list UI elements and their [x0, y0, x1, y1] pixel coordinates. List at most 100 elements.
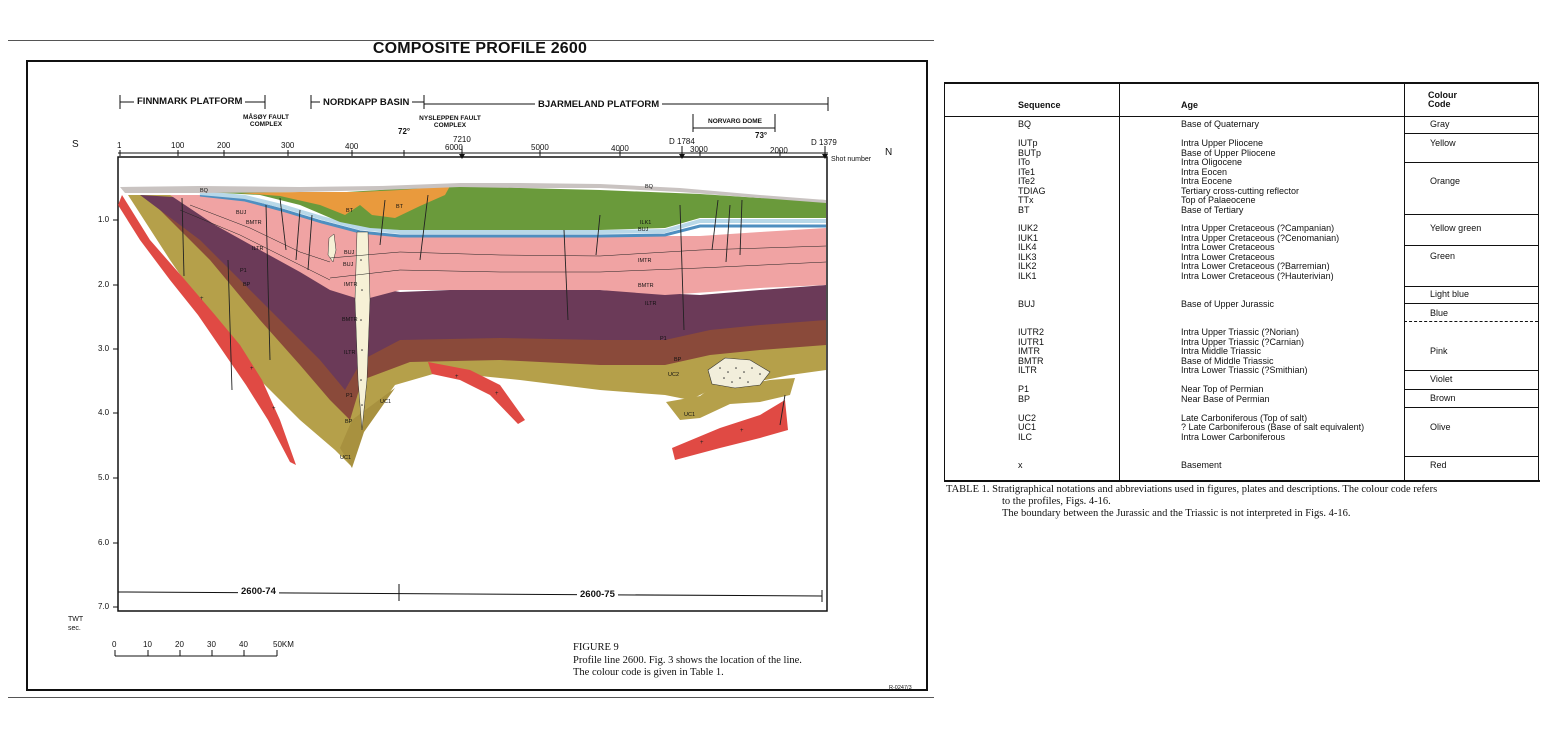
colour-code: Yellow: [1430, 138, 1456, 148]
table-age: Late Carboniferous (Top of salt): [1181, 412, 1308, 423]
horizon-label: BMTR: [342, 317, 358, 323]
bottom-rule: [8, 697, 934, 698]
horizon-label: BP: [345, 419, 353, 425]
table-age: Intra Lower Cretaceous: [1181, 242, 1275, 252]
horizon-label: BT: [396, 204, 404, 210]
scale-tick: 0: [112, 640, 117, 649]
horizon-label: BQ: [200, 188, 208, 194]
table-age: Intra Upper Cretaceous (?Campanian): [1181, 223, 1335, 233]
table-seq: ITo: [1018, 157, 1031, 167]
table-border-right: [1538, 82, 1539, 481]
table-caption-line1: TABLE 1. Stratigraphical notations and a…: [946, 484, 1438, 495]
table-seq: ILTR: [1018, 365, 1037, 375]
colour-rule: [1404, 162, 1538, 163]
horizon-label: IMTR: [638, 258, 652, 264]
table-header-rule: [944, 116, 1538, 117]
shot-tick: 100: [171, 141, 185, 150]
table-seq: P1: [1018, 384, 1030, 394]
table-caption-line2: to the profiles, Figs. 4-16.: [1002, 496, 1111, 507]
colour-code: Yellow green: [1430, 223, 1482, 233]
colour-code: Orange: [1430, 176, 1461, 186]
colour-rule: [1404, 214, 1538, 215]
table-seq: TDIAG: [1018, 185, 1046, 196]
horizon-label: UC1: [684, 412, 696, 418]
section-2600-74: 2600-74: [238, 586, 279, 597]
table-age: Intra Lower Cretaceous (?Hauterivian): [1181, 270, 1334, 281]
table-age: ? Late Carboniferous (Base of salt equiv…: [1181, 422, 1365, 432]
horizon-label: BMTR: [638, 283, 654, 289]
norvarg-dome-label: NORVARG DOME: [708, 118, 762, 125]
scale-bar: [114, 650, 278, 657]
colour-code: Green: [1430, 251, 1456, 261]
table-age: Base of Upper Pliocene: [1181, 147, 1276, 158]
colour-rule-dashed: [1404, 321, 1538, 322]
table-seq: BQ: [1018, 119, 1032, 129]
province-finnmark: FINNMARK PLATFORM: [134, 96, 246, 107]
horizon-label: BP: [243, 282, 251, 288]
colour-rule: [1404, 133, 1538, 134]
table-age: Intra Upper Triassic (?Norian): [1181, 327, 1300, 337]
table-age: Intra Lower Triassic (?Smithian): [1181, 365, 1308, 375]
twt-tick: 3.0: [98, 344, 110, 353]
shot-tick: 200: [217, 141, 231, 150]
colour-rule: [1404, 303, 1538, 304]
table-age: Intra Upper Cretaceous (?Cenomanian): [1181, 232, 1340, 243]
twt-axis: [113, 219, 118, 608]
colour-code: Red: [1430, 460, 1447, 470]
figure-title: COMPOSITE PROFILE 2600: [372, 40, 588, 57]
table-seq: IUTp: [1018, 138, 1038, 148]
table-seq: IUK1: [1018, 232, 1039, 243]
well-marker: D 1784: [669, 137, 695, 146]
table-age: Intra Middle Triassic: [1181, 346, 1262, 356]
twt-tick: 2.0: [98, 280, 110, 289]
table-age: Intra Upper Pliocene: [1181, 138, 1264, 148]
twt-tick: 6.0: [98, 538, 110, 547]
horizon-label: ILTR: [645, 301, 657, 307]
table-age: Intra Upper Triassic (?Carnian): [1181, 336, 1305, 347]
table-col-rule-1: [1119, 82, 1120, 481]
top-rule: [8, 40, 934, 41]
well-marker: D 1379: [811, 138, 837, 147]
svg-text:+: +: [250, 366, 254, 372]
latitude-73: 73°: [755, 131, 768, 140]
horizon-label: BP: [674, 357, 682, 363]
table-border-bottom: [944, 480, 1540, 482]
twt-tick: 7.0: [98, 602, 110, 611]
section-line: [117, 584, 823, 602]
table-seq: ITe2: [1018, 176, 1036, 186]
colour-code: Blue: [1430, 308, 1449, 318]
shot-number-label: Shot number: [831, 156, 872, 163]
shot-tick: 5000: [531, 143, 549, 152]
horizon-label: ILK1: [640, 220, 652, 226]
table-age: Tertiary cross-cutting reflector: [1181, 185, 1300, 196]
figure-caption-line2: The colour code is given in Table 1.: [573, 667, 724, 678]
table-seq: BMTR: [1018, 355, 1044, 366]
horizon-label: BUJ: [236, 210, 247, 216]
table-age: Base of Quaternary: [1181, 119, 1260, 129]
svg-text:+: +: [200, 296, 204, 302]
colour-rule: [1404, 286, 1538, 287]
colour-rule: [1404, 389, 1538, 390]
table-seq: ILC: [1018, 431, 1033, 442]
table-seq: IUK2: [1018, 223, 1039, 233]
colour-code: Pink: [1430, 346, 1448, 356]
table-seq: BUJ: [1018, 299, 1036, 309]
horizon-label: BUJ: [638, 227, 649, 233]
table-age: Intra Lower Cretaceous (?Barremian): [1181, 261, 1330, 271]
horizon-label: P1: [660, 336, 667, 342]
table-seq: BP: [1018, 393, 1031, 404]
direction-north: N: [885, 147, 893, 158]
colour-code: Brown: [1430, 393, 1456, 403]
direction-south: S: [72, 139, 79, 150]
province-nordkapp: NORDKAPP BASIN: [320, 97, 413, 108]
table-age: Base of Middle Triassic: [1181, 355, 1274, 366]
province-bjarmeland: BJARMELAND PLATFORM: [535, 99, 663, 110]
table-seq: x: [1018, 460, 1023, 470]
figure-caption-title: FIGURE 9: [573, 642, 619, 653]
table-seq: IMTR: [1018, 346, 1040, 356]
colour-rule: [1404, 407, 1538, 408]
well-marker: 7210: [453, 135, 471, 144]
nysleppen-fault-label: NYSLEPPEN FAULT COMPLEX: [419, 115, 481, 129]
table-header-age: Age: [1181, 100, 1199, 110]
table-header-colour: Colour: [1428, 90, 1457, 100]
